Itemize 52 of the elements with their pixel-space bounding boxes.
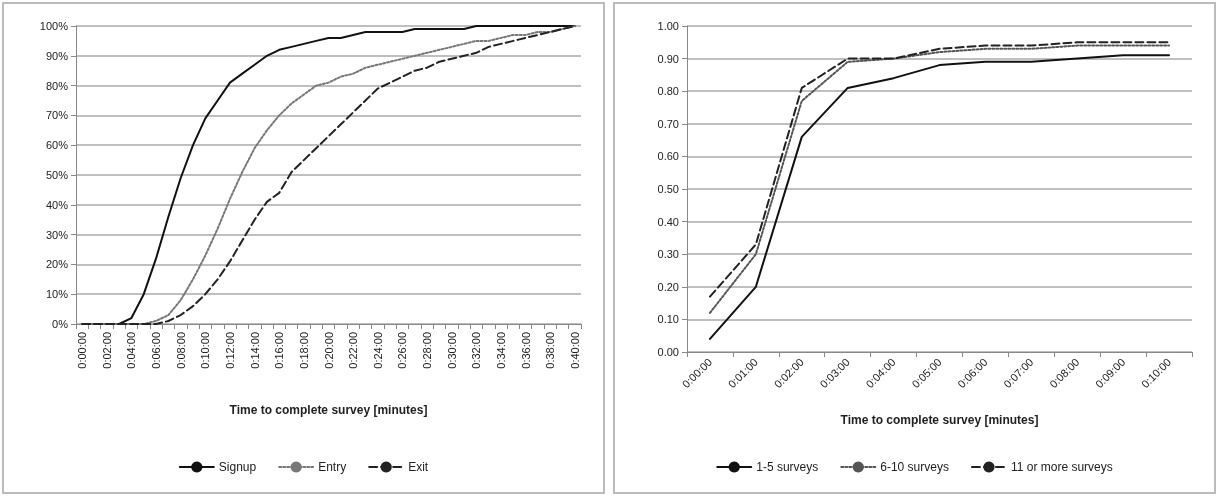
y-tick-label: 0.20 [657,280,679,293]
y-tick-label: 30% [45,228,69,241]
y-tick-label: 100% [39,20,69,32]
y-tick-label: 70% [45,109,69,122]
x-tick-label: 0:22:00 [347,332,360,369]
legend-label: 1-5 surveys [756,460,819,474]
legend-label: 6-10 surveys [880,460,949,474]
y-tick-label: 50% [45,169,69,181]
x-tick-label: 0:34:00 [494,332,507,369]
y-tick-label: 0.60 [657,150,679,163]
x-axis-title: Time to complete survey [minutes] [229,403,428,417]
y-tick-label: 80% [45,79,69,92]
x-tick-label: 0:08:00 [174,332,187,369]
x-tick-label: 0:26:00 [396,332,409,369]
x-axis-title: Time to complete survey [minutes] [840,413,1039,427]
legend-label: 11 or more surveys [1010,460,1113,474]
legend-label: Entry [318,460,347,474]
x-tick-label: 0:30:00 [445,332,458,369]
x-tick-label: 0:32:00 [470,332,483,369]
y-tick-label: 40% [45,198,69,211]
y-tick-label: 0.40 [657,215,679,228]
legend-label: Signup [218,460,257,474]
y-tick-label: 60% [45,139,69,152]
y-tick-label: 1.00 [657,20,679,32]
x-tick-label: 0:16:00 [273,332,286,369]
legend-label: Exit [408,460,429,474]
x-tick-label: 0:06:00 [150,332,163,369]
y-tick-label: 0.00 [657,346,679,358]
y-tick-label: 0.50 [657,183,679,195]
x-tick-label: 0:24:00 [371,332,384,369]
y-tick-label: 0.90 [657,52,679,65]
x-tick-label: 0:12:00 [223,332,236,369]
x-tick-label: 0:20:00 [322,332,335,369]
x-tick-label: 0:36:00 [519,332,532,369]
x-tick-label: 0:14:00 [248,332,261,369]
y-tick-label: 0.80 [657,85,679,98]
x-tick-label: 0:04:00 [125,332,138,369]
y-tick-label: 0.70 [657,117,679,130]
x-tick-label: 0:02:00 [100,332,113,369]
x-tick-label: 0:28:00 [421,332,434,369]
y-tick-label: 0.30 [657,248,679,261]
y-tick-label: 10% [45,288,69,301]
x-tick-label: 0:00:00 [76,332,89,369]
y-tick-label: 0.10 [657,313,679,326]
y-tick-label: 90% [45,49,69,62]
line-series [81,25,576,325]
x-tick-label: 0:38:00 [544,332,557,369]
x-tick-label: 0:18:00 [297,332,310,369]
x-tick-label: 0:10:00 [199,332,212,369]
y-tick-label: 20% [45,258,69,271]
y-tick-label: 0% [52,318,69,330]
x-tick-label: 0:40:00 [568,332,581,369]
